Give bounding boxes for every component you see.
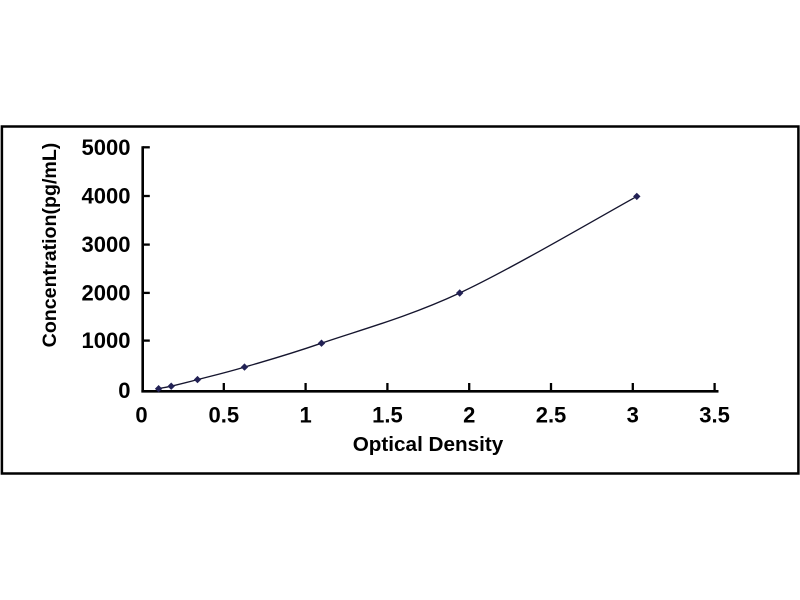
svg-text:2000: 2000: [82, 281, 131, 306]
svg-text:2: 2: [463, 403, 475, 428]
svg-text:1: 1: [299, 403, 311, 428]
svg-text:0: 0: [118, 378, 130, 403]
svg-text:1000: 1000: [82, 328, 131, 353]
svg-text:3: 3: [627, 403, 639, 428]
svg-text:3000: 3000: [82, 232, 131, 257]
svg-text:2.5: 2.5: [536, 403, 567, 428]
svg-text:3.5: 3.5: [699, 403, 730, 428]
svg-text:0: 0: [135, 403, 147, 428]
svg-text:4000: 4000: [82, 184, 131, 209]
svg-text:5000: 5000: [82, 135, 131, 160]
svg-text:Concentration(pg/mL): Concentration(pg/mL): [39, 143, 61, 348]
svg-text:Optical Density: Optical Density: [353, 433, 504, 456]
svg-text:0.5: 0.5: [209, 403, 240, 428]
svg-text:1.5: 1.5: [372, 403, 403, 428]
